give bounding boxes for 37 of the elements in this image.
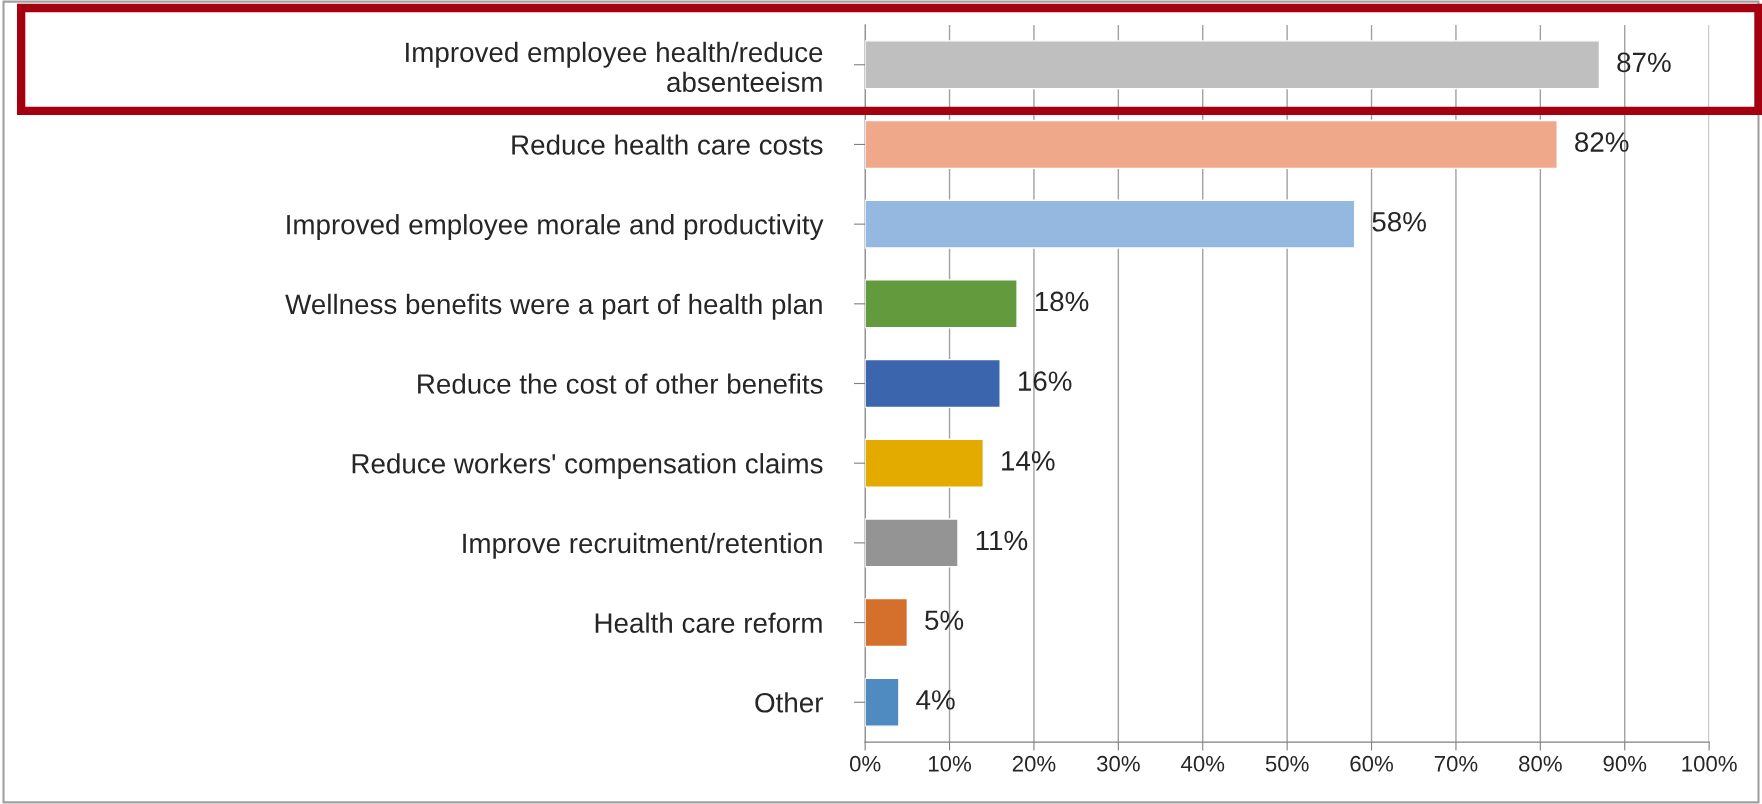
data-label: 58%	[1372, 211, 1426, 232]
x-tick-label: 30%	[1096, 755, 1140, 772]
data-label: 4%	[916, 690, 955, 710]
y-tick-label: Health care reform	[595, 612, 822, 633]
bar	[865, 199, 1356, 249]
y-tick-label: Other	[755, 692, 824, 713]
data-label: 82%	[1575, 132, 1629, 152]
y-tick-label: Reduce health care costs	[512, 134, 823, 155]
x-tick-label: 50%	[1265, 755, 1309, 772]
x-tick-label: 10%	[929, 755, 971, 772]
x-tick-label: 60%	[1350, 755, 1393, 772]
y-tick-label: Wellness benefits were a part of health plan	[285, 293, 822, 320]
y-tick-label: Improve recruitment/retention	[463, 532, 822, 559]
x-tick-label: 80%	[1519, 755, 1562, 772]
data-label: 18%	[1035, 291, 1089, 312]
x-tick-label: 70%	[1434, 755, 1478, 772]
data-label: 11%	[976, 530, 1028, 551]
bar	[865, 279, 1018, 329]
data-label: 14%	[1002, 451, 1055, 471]
bar	[865, 438, 984, 488]
bar	[865, 677, 900, 727]
y-tick-label: Improved employee health/reduce absenteeism	[406, 41, 823, 93]
x-tick-label: 40%	[1181, 755, 1225, 772]
data-label: 87%	[1617, 52, 1671, 73]
bar	[865, 597, 909, 648]
data-label: 16%	[1018, 371, 1072, 391]
y-tick-label: Reduce the cost of other benefits	[418, 373, 823, 394]
x-tick-label: 20%	[1012, 755, 1056, 772]
x-tick-label: 0%	[849, 755, 881, 772]
bar	[865, 40, 1601, 90]
bar	[865, 358, 1001, 409]
data-label: 5%	[925, 610, 964, 631]
x-tick-label: 100%	[1682, 755, 1737, 772]
x-tick-label: 90%	[1603, 755, 1647, 772]
y-tick-label: Reduce workers' compensation claims	[352, 453, 823, 480]
bar	[865, 119, 1558, 170]
y-tick-label: Improved employee morale and productivity	[287, 214, 824, 240]
